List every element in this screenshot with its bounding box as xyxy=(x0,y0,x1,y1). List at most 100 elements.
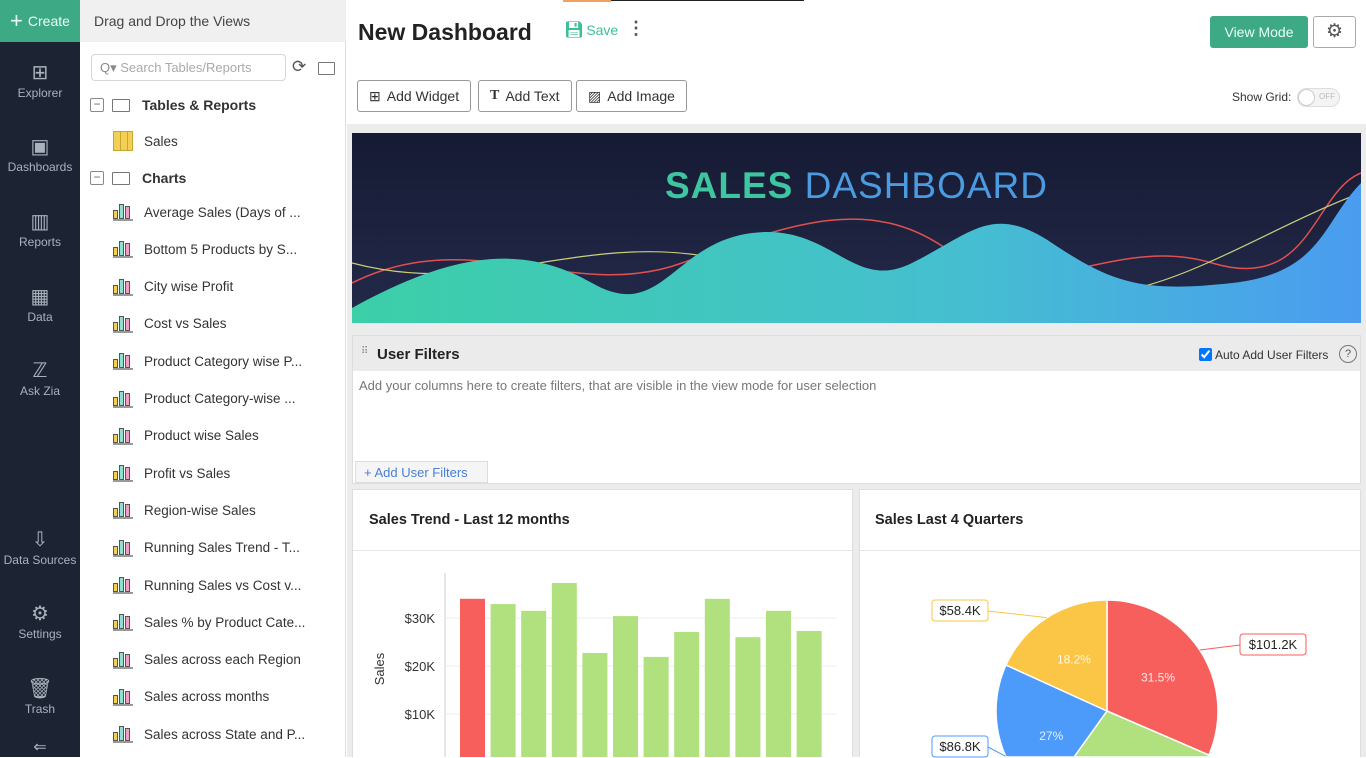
chart-item[interactable]: Product Category wise P... xyxy=(113,352,302,371)
save-icon: 💾︎ xyxy=(564,22,585,39)
chart-icon xyxy=(113,688,133,706)
table-item-sales[interactable]: Sales xyxy=(113,131,178,151)
table-icon xyxy=(113,131,133,151)
rail-trash[interactable]: 🗑 Trash xyxy=(0,676,80,716)
slice-percent-label: 31.5% xyxy=(1141,670,1175,684)
reports-icon: ▥ xyxy=(30,211,50,233)
chart-item[interactable]: Profit vs Sales xyxy=(113,464,230,483)
gear-icon: ⚙ xyxy=(31,603,49,625)
bar[interactable] xyxy=(643,656,669,757)
bar[interactable] xyxy=(460,598,485,757)
bar[interactable] xyxy=(613,616,638,757)
rail-settings[interactable]: ⚙ Settings xyxy=(0,601,80,641)
collapse-icon[interactable]: ⇐ xyxy=(33,739,47,756)
bar[interactable] xyxy=(704,598,730,757)
bar[interactable] xyxy=(766,610,791,757)
chart-item[interactable]: Cost vs Sales xyxy=(113,315,227,333)
show-grid-toggle[interactable]: OFF xyxy=(1297,88,1340,107)
add-user-filters-button[interactable]: + Add User Filters xyxy=(355,461,488,483)
bar[interactable] xyxy=(674,631,700,757)
more-options-icon[interactable]: ⋮ xyxy=(627,18,645,38)
chart-item[interactable]: Sales % by Product Cate... xyxy=(113,613,305,632)
chart-icon xyxy=(113,352,133,371)
user-filters-panel: ⠿ User Filters Auto Add User Filters ? A… xyxy=(352,335,1361,484)
chart-icon xyxy=(113,203,133,221)
help-icon[interactable]: ? xyxy=(1339,345,1357,363)
bar-chart: $10K $20K $30K Sales xyxy=(372,573,837,757)
dashboards-icon: ▣ xyxy=(30,136,50,158)
rail-explorer[interactable]: ⊞ Explorer xyxy=(0,60,80,100)
bar[interactable] xyxy=(796,630,822,757)
chart-item[interactable]: Running Sales vs Cost v... xyxy=(113,576,301,594)
chart-icon xyxy=(113,278,133,296)
zia-icon: ℤ xyxy=(32,360,48,382)
settings-gear-button[interactable]: ⚙ xyxy=(1313,16,1356,48)
data-sources-icon: ⇩ xyxy=(31,529,49,551)
chart-item[interactable]: City wise Profit xyxy=(113,278,233,296)
chart-item[interactable]: Bottom 5 Products by S... xyxy=(113,240,297,259)
value-label-box xyxy=(931,599,989,622)
dashboard-editor: New Dashboard 💾︎ Save ⋮ View Mode ⚙ ⊞ Add … xyxy=(347,0,1366,758)
add-text-button[interactable]: T Add Text xyxy=(478,80,572,112)
chart-icon xyxy=(113,427,133,445)
add-image-button[interactable]: ▨ Add Image xyxy=(576,80,687,112)
chart-item[interactable]: Sales across each Region xyxy=(113,651,301,669)
chart-icon xyxy=(113,539,133,557)
tree-tables-reports[interactable]: − Tables & Reports xyxy=(90,95,256,115)
chart-icon xyxy=(113,315,133,333)
slice-percent-label: 18.2% xyxy=(1057,653,1091,667)
text-icon: T xyxy=(490,88,500,103)
rail-reports[interactable]: ▥ Reports xyxy=(0,209,80,249)
show-grid-label: Show Grid: xyxy=(1232,90,1292,104)
label-connector xyxy=(987,610,1047,619)
chart-icon xyxy=(113,725,133,744)
create-button[interactable]: + Create xyxy=(0,0,80,42)
chart-item[interactable]: Sales across State and P... xyxy=(113,725,305,744)
bar[interactable] xyxy=(582,653,608,757)
bar[interactable] xyxy=(490,604,516,757)
left-nav-rail: + Create ⊞ Explorer ▣ Dashboards ▥ Reports ▦… xyxy=(0,0,80,757)
chart-icon xyxy=(113,651,133,669)
auto-add-checkbox[interactable] xyxy=(1199,348,1212,361)
chart-item[interactable]: Region-wise Sales xyxy=(113,501,256,520)
chart-item[interactable]: Average Sales (Days of ... xyxy=(113,203,301,221)
banner-title-dashboard: DASHBOARD xyxy=(804,165,1049,206)
add-widget-button[interactable]: ⊞ Add Widget xyxy=(357,80,472,112)
collapse-icon[interactable]: − xyxy=(90,98,104,112)
editor-toolbar: New Dashboard 💾︎ Save ⋮ View Mode ⚙ ⊞ Add … xyxy=(347,0,1366,124)
slice-value-label: $101.2K xyxy=(1249,637,1298,652)
chart-icon xyxy=(113,240,133,259)
rail-data[interactable]: ▦ Data xyxy=(0,284,80,324)
widget-title: Sales Last 4 Quarters xyxy=(875,512,1024,528)
chart-item[interactable]: Running Sales Trend - T... xyxy=(113,539,300,557)
chart-icon xyxy=(113,390,133,408)
chart-item[interactable]: Sales across months xyxy=(113,688,269,706)
rail-data-sources[interactable]: ⇩ Data Sources xyxy=(0,527,80,567)
sales-dashboard-banner: SALES DASHBOARD xyxy=(351,133,1362,323)
collapse-icon[interactable]: − xyxy=(90,171,104,185)
chart-item[interactable]: Product wise Sales xyxy=(113,427,259,445)
chart-icon xyxy=(113,613,133,632)
chart-item[interactable]: Product Category-wise ... xyxy=(113,390,296,408)
bar[interactable] xyxy=(521,610,547,757)
view-mode-button[interactable]: View Mode xyxy=(1210,16,1308,48)
rail-dashboards[interactable]: ▣ Dashboards xyxy=(0,134,80,174)
user-filters-title: User Filters xyxy=(377,346,460,363)
refresh-icon[interactable]: ⟳ xyxy=(292,57,307,76)
tree-charts[interactable]: − Charts xyxy=(90,168,186,188)
save-button[interactable]: 💾︎ Save xyxy=(564,22,619,39)
label-connector xyxy=(987,746,1006,757)
auto-add-label: Auto Add User Filters xyxy=(1215,348,1329,362)
folder-icon xyxy=(112,98,130,112)
folder-icon[interactable] xyxy=(318,62,335,75)
rail-ask-zia[interactable]: ℤ Ask Zia xyxy=(0,358,80,398)
drag-handle-icon[interactable]: ⠿ xyxy=(361,346,369,357)
y-axis-label: Sales xyxy=(372,652,387,685)
banner-waves xyxy=(351,133,1362,323)
bar[interactable] xyxy=(551,582,577,757)
chart-icon xyxy=(113,576,133,594)
chart-icon xyxy=(113,464,133,483)
search-input[interactable]: Q▾ Search Tables/Reports xyxy=(91,54,286,81)
sales-quarters-widget: Sales Last 4 Quarters 31.5% $101.2K 27% $86… xyxy=(859,489,1361,758)
bar[interactable] xyxy=(735,637,761,757)
